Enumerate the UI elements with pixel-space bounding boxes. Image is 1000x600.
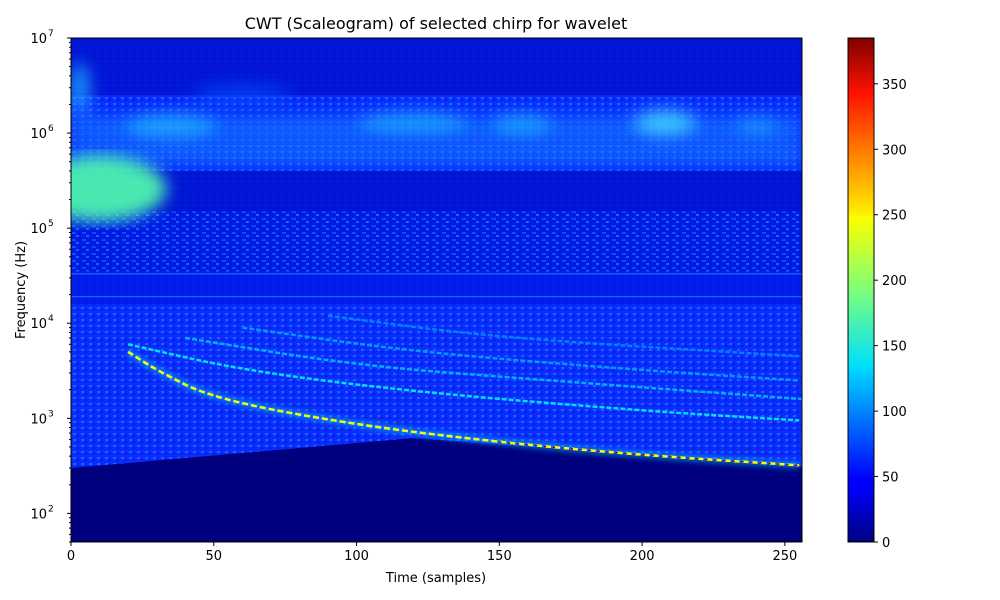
y-tick-exponent: 5 — [48, 219, 54, 229]
colorbar-tick-label: 350 — [882, 78, 907, 93]
y-tick-label: 10 — [30, 127, 47, 142]
y-tick-label: 10 — [30, 507, 47, 522]
harmonic-ridge — [185, 336, 802, 401]
colorbar-tick-label: 300 — [882, 143, 907, 158]
colorbar-tick-label: 100 — [882, 405, 907, 420]
harmonic-ridge — [242, 326, 800, 382]
colorbar-gradient — [847, 37, 875, 543]
main-chirp-ridge-peak — [499, 441, 800, 467]
plot-area — [70, 37, 803, 543]
chart-title: CWT (Scaleogram) of selected chirp for w… — [245, 14, 628, 33]
colorbar-tick-label: 250 — [882, 209, 907, 224]
x-tick-label: 250 — [772, 549, 797, 564]
colorbar-tick-label: 50 — [882, 471, 899, 486]
heatmap-background — [71, 38, 802, 542]
band-speckle — [71, 211, 802, 272]
x-tick-label: 100 — [344, 549, 369, 564]
y-tick-exponent: 2 — [48, 504, 54, 514]
y-tick-exponent: 4 — [48, 314, 54, 324]
y-tick-label: 10 — [30, 317, 47, 332]
y-axis-label: Frequency (Hz) — [14, 241, 29, 339]
band-mid — [71, 170, 802, 212]
x-tick-label: 150 — [487, 549, 512, 564]
band-dark — [71, 271, 802, 304]
x-tick-label: 200 — [630, 549, 655, 564]
harmonic-ridge — [327, 314, 800, 358]
y-tick-label: 10 — [30, 222, 47, 237]
x-tick-label: 50 — [206, 549, 223, 564]
y-tick-label: 10 — [30, 32, 47, 47]
harmonic-ridge — [127, 343, 800, 422]
x-axis: 0 50 100 150 200 250 — [67, 542, 797, 564]
x-tick-label: 0 — [67, 549, 75, 564]
y-tick-exponent: 6 — [48, 124, 54, 134]
y-tick-exponent: 3 — [48, 409, 54, 419]
plot-frame — [70, 37, 803, 543]
band-top — [71, 38, 802, 96]
colorbar-tick-label: 150 — [882, 340, 907, 355]
x-axis-label: Time (samples) — [385, 571, 486, 586]
colorbar-tick-label: 200 — [882, 274, 907, 289]
y-tick-label: 10 — [30, 412, 47, 427]
high-frequency-blob — [71, 155, 167, 222]
colorbar-tick-label: 0 — [882, 536, 890, 551]
y-tick-exponent: 7 — [48, 29, 54, 39]
colorbar: 0 50 100 150 200 250 300 350 — [847, 37, 907, 551]
high-frequency-glow — [71, 62, 802, 162]
